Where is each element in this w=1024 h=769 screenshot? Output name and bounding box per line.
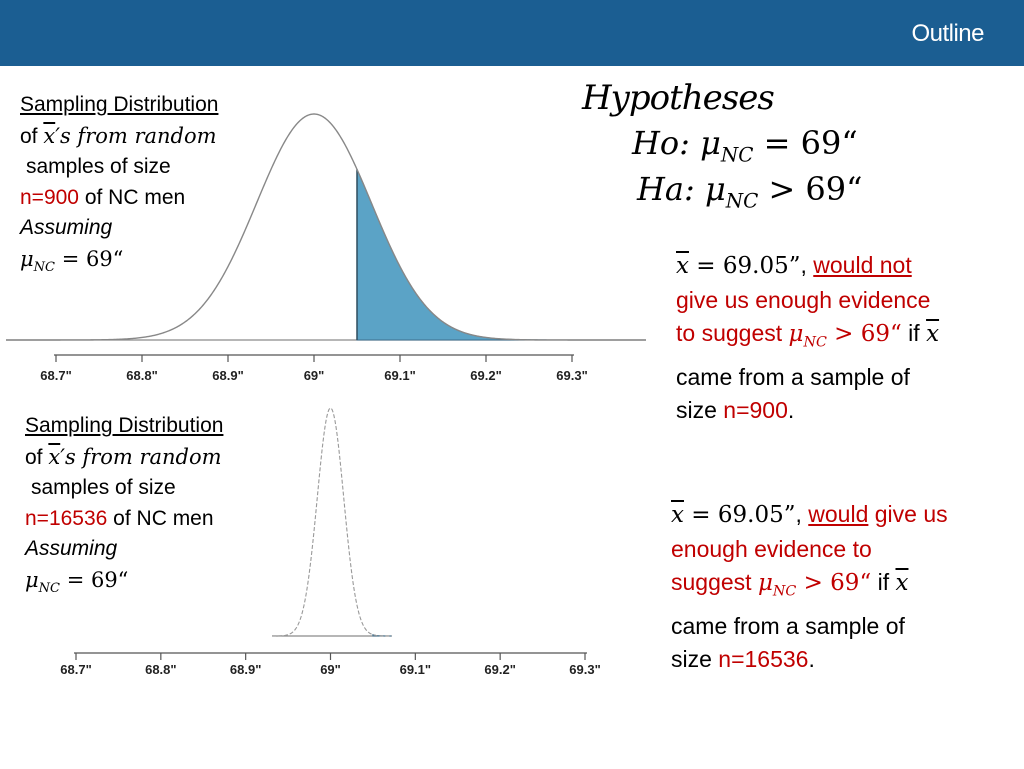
hypotheses-title: Hypotheses — [582, 78, 775, 118]
x-tick-label: 69" — [304, 368, 325, 383]
explanation-n900: x = 69.05”, would not give us enough evi… — [676, 249, 939, 428]
caption-bottom-line5: Assuming — [25, 537, 118, 560]
explanation-n16536: x = 69.05”, would give us enough evidenc… — [671, 498, 948, 677]
sampling-distribution-chart-n16536: 68.7" 68.8" 68.9" 69" 69.1" 69.2" 69.3" — [60, 407, 601, 677]
normal-curve — [6, 113, 646, 341]
x-tick-label: 68.7" — [60, 662, 91, 677]
explanation-n16536-line1: x = 69.05”, would give us — [671, 501, 948, 528]
caption-top-line3: samples of size — [26, 155, 171, 178]
caption-top-line1: Sampling Distribution — [20, 93, 219, 116]
page-title: Outline — [911, 20, 984, 47]
x-tick-label: 68.9" — [212, 368, 243, 383]
caption-bottom-line3: samples of size — [31, 476, 176, 499]
explanation-n16536-line5: size n=16536. — [671, 646, 815, 673]
sampling-distribution-chart-n900: 68.7" 68.8" 68.9" 69" 69.1" 69.2" 69.3" — [6, 113, 646, 383]
x-tick-label: 69.3" — [569, 662, 600, 677]
caption-top: Sampling Distribution of x′s from random… — [20, 90, 218, 283]
shaded-tail-area — [356, 169, 646, 341]
x-tick-label: 68.8" — [145, 662, 176, 677]
caption-top-line4: n=900 of NC men — [20, 185, 186, 209]
header-bar: Outline — [0, 0, 1024, 66]
explanation-n900-line4: came from a sample of — [676, 363, 910, 390]
explanation-n900-line5: size n=900. — [676, 397, 795, 424]
caption-bottom-line6: μNC = 69“ — [25, 567, 129, 596]
normal-curve — [271, 407, 393, 637]
x-tick-label: 69.2" — [470, 368, 501, 383]
caption-bottom: Sampling Distribution of x′s from random… — [25, 411, 223, 604]
alternative-hypothesis: Ha: μNC > 69“ — [637, 170, 863, 213]
caption-top-line6: μNC = 69“ — [20, 246, 124, 275]
caption-bottom-line2: of x′s from random — [25, 444, 222, 469]
x-tick-label: 69.1" — [400, 662, 431, 677]
x-tick-label: 69.3" — [556, 368, 587, 383]
x-tick-label: 68.7" — [40, 368, 71, 383]
explanation-n16536-line4: came from a sample of — [671, 612, 905, 639]
explanation-n900-line3: to suggest μNC > 69“ if x — [676, 320, 940, 351]
x-tick-label: 69.1" — [384, 368, 415, 383]
x-tick-label: 69.2" — [484, 662, 515, 677]
xbar-symbol: x — [43, 123, 56, 148]
x-tick-label: 68.9" — [230, 662, 261, 677]
xbar-symbol: x — [48, 444, 61, 469]
explanation-n16536-line3: suggest μNC > 69“ if x — [671, 569, 909, 600]
x-tick-label: 69" — [320, 662, 341, 677]
caption-bottom-line4: n=16536 of NC men — [25, 506, 214, 530]
null-hypothesis: Ho: μNC = 69“ — [632, 124, 858, 167]
explanation-n16536-line2: enough evidence to — [671, 535, 872, 562]
caption-top-line2: of x′s from random — [20, 123, 217, 148]
explanation-n900-line2: give us enough evidence — [676, 286, 931, 313]
caption-top-line5: Assuming — [20, 216, 113, 239]
x-tick-label: 68.8" — [126, 368, 157, 383]
explanation-n900-line1: x = 69.05”, would not — [676, 252, 912, 279]
caption-bottom-line1: Sampling Distribution — [25, 414, 224, 437]
